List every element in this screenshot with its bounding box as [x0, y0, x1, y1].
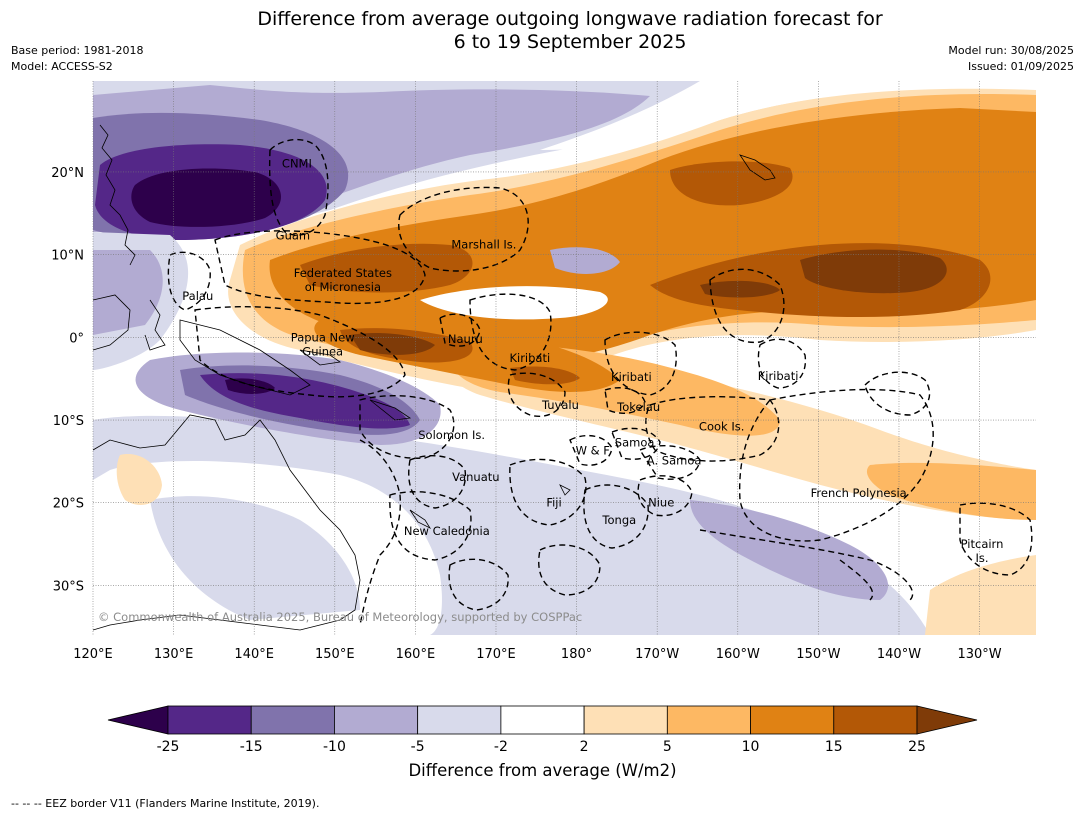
longitude-tick-label: 150°W — [796, 647, 840, 662]
place-label: Tuvalu — [541, 398, 579, 412]
longitude-tick-label: 130°W — [957, 647, 1001, 662]
place-label: Solomon Is. — [418, 428, 485, 442]
colorbar-tick-label: 15 — [825, 739, 843, 755]
place-label: French Polynesia — [811, 486, 907, 500]
colorbar-tick-label: 10 — [742, 739, 760, 755]
place-label: of Micronesia — [305, 280, 381, 294]
longitude-tick-label: 140°E — [234, 647, 274, 662]
place-label: Guam — [276, 229, 310, 243]
place-label: Palau — [182, 289, 213, 303]
latitude-labels: 20°N 10°N 0° 10°S 20°S 30°S — [51, 166, 84, 594]
place-label: Papua New — [291, 330, 355, 344]
colorbar-segment — [584, 706, 667, 734]
place-label: Samoa — [615, 435, 655, 449]
colorbar-tick-label: -15 — [240, 739, 263, 755]
place-label: Guinea — [302, 344, 343, 358]
longitude-tick-label: 160°W — [716, 647, 760, 662]
place-label: A. Samoa — [647, 454, 702, 468]
place-label: Pitcairn — [961, 537, 1004, 551]
place-label: Is. — [975, 551, 988, 565]
colorbar-tick-label: 25 — [908, 739, 926, 755]
place-label: Nauru — [448, 332, 483, 346]
colorbar-tick-label: -5 — [411, 739, 425, 755]
anomaly-region-minus25-north — [131, 168, 281, 226]
place-label: CNMI — [282, 157, 312, 171]
longitude-tick-label: 160°E — [396, 647, 436, 662]
longitude-tick-label: 170°E — [476, 647, 516, 662]
latitude-tick-label: 30°S — [53, 579, 84, 594]
longitude-labels: 120°E 130°E 140°E 150°E 160°E 170°E 180° 170°W 1… — [73, 647, 1002, 662]
colorbar-tick-label: 5 — [663, 739, 672, 755]
place-label: Tonga — [601, 513, 636, 527]
colorbar-tick-label: -25 — [157, 739, 180, 755]
latitude-tick-label: 0° — [69, 331, 84, 346]
colorbar-extend-high — [917, 706, 977, 734]
colorbar-segment — [667, 706, 750, 734]
colorbar-segment — [834, 706, 917, 734]
longitude-tick-label: 120°E — [73, 647, 113, 662]
place-label: W & F — [576, 444, 610, 458]
place-label: Kiribati — [509, 351, 550, 365]
colorbar-segment — [251, 706, 334, 734]
place-label: Tokelau — [616, 400, 660, 414]
olr-anomaly-field — [93, 81, 1036, 635]
place-label: Fiji — [546, 496, 561, 510]
colorbar-segment — [751, 706, 834, 734]
place-label: Federated States — [294, 266, 392, 280]
place-label: Marshall Is. — [451, 238, 516, 252]
longitude-tick-label: 180° — [561, 647, 592, 662]
longitude-tick-label: 140°W — [877, 647, 921, 662]
place-label: Kiribati — [758, 369, 799, 383]
colorbar-segment — [501, 706, 584, 734]
eez-footer-note: -- -- -- EEZ border V11 (Flanders Marine… — [11, 797, 319, 810]
longitude-tick-label: 150°E — [315, 647, 355, 662]
copyright-text: © Commonwealth of Australia 2025, Bureau… — [98, 610, 582, 624]
colorbar-tick-label: 2 — [580, 739, 589, 755]
legend-title: Difference from average (W/m2) — [0, 761, 1085, 780]
place-label: New Caledonia — [404, 524, 490, 538]
latitude-tick-label: 20°N — [51, 166, 84, 181]
longitude-tick-label: 170°W — [635, 647, 679, 662]
place-label: Niue — [648, 496, 674, 510]
longitude-tick-label: 130°E — [154, 647, 194, 662]
latitude-tick-label: 20°S — [53, 497, 84, 512]
place-label: Vanuatu — [452, 470, 499, 484]
map-figure: CNMI Guam Marshall Is. Federated Statesof M… — [0, 0, 1085, 816]
colorbar-segment — [334, 706, 417, 734]
colorbar: -25 -15 -10 -5 -2 2 5 10 15 25 — [108, 706, 977, 755]
latitude-tick-label: 10°S — [53, 414, 84, 429]
colorbar-tick-label: -10 — [323, 739, 346, 755]
colorbar-extend-low — [108, 706, 168, 734]
colorbar-segment — [168, 706, 251, 734]
place-label: Kiribati — [611, 370, 652, 384]
latitude-tick-label: 10°N — [51, 249, 84, 264]
colorbar-segment — [418, 706, 501, 734]
place-label: Cook Is. — [699, 420, 744, 434]
colorbar-tick-label: -2 — [494, 739, 508, 755]
